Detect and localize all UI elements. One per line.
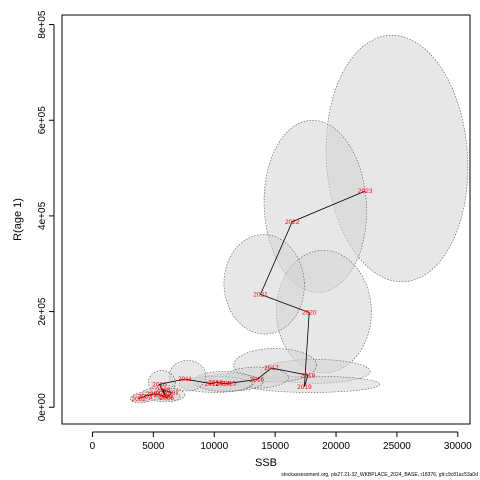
point-label-2015: 2015 [222, 381, 237, 388]
footer-source: stockassessment.org, pls27.21-32_WKBPLAC… [281, 472, 478, 478]
y-tick-label: 8e+05 [37, 10, 48, 39]
point-label-2007: 2007 [164, 390, 179, 397]
x-tick-label: 5000 [142, 441, 165, 452]
confidence-ellipse [168, 360, 207, 392]
point-label-2003: 2003 [138, 393, 153, 400]
point-label-2020: 2020 [302, 310, 317, 317]
point-label-2019: 2019 [297, 384, 312, 391]
trajectory-path [138, 190, 366, 399]
point-label-2010: 2010 [152, 381, 167, 388]
point-label-2012: 2012 [205, 381, 220, 388]
point-label-2017: 2017 [264, 365, 279, 372]
point-label-2002: 2002 [131, 396, 146, 403]
point-label-2011: 2011 [178, 376, 192, 383]
point-label-2023: 2023 [358, 188, 373, 195]
x-tick-label: 10000 [200, 441, 228, 452]
point-label-2022: 2022 [285, 219, 300, 226]
confidence-ellipses [129, 34, 469, 404]
x-tick-label: 20000 [322, 441, 350, 452]
y-axis: 0e+00 2e+05 4e+05 6e+05 8e+05 [37, 10, 55, 422]
point-label-2004: 2004 [146, 391, 161, 398]
x-tick-label: 25000 [383, 441, 411, 452]
x-axis-label: SSB [255, 457, 277, 469]
point-label-2008: 2008 [156, 387, 171, 394]
x-tick-label: 15000 [261, 441, 289, 452]
y-tick-label: 6e+05 [37, 106, 48, 135]
confidence-ellipse [223, 234, 305, 335]
point-label-2018: 2018 [301, 372, 316, 379]
y-axis-label: R(age 1) [12, 198, 24, 241]
point-label-2014: 2014 [216, 381, 231, 388]
point-label-2005: 2005 [153, 392, 168, 399]
point-label-2013: 2013 [208, 380, 223, 387]
trajectory-line [138, 190, 366, 399]
plot-frame [61, 14, 471, 425]
confidence-ellipse [193, 371, 255, 392]
x-axis: 0 5000 10000 15000 20000 25000 30000 [90, 431, 472, 452]
x-tick-label: 30000 [444, 441, 472, 452]
point-label-2016: 2016 [250, 377, 265, 384]
point-label-2006: 2006 [160, 395, 175, 402]
point-label-2009: 2009 [158, 394, 173, 401]
x-tick-label: 0 [90, 441, 96, 452]
point-label-2021: 2021 [253, 292, 268, 299]
y-tick-label: 4e+05 [37, 201, 48, 230]
y-tick-label: 0e+00 [37, 393, 48, 422]
y-tick-label: 2e+05 [37, 297, 48, 326]
